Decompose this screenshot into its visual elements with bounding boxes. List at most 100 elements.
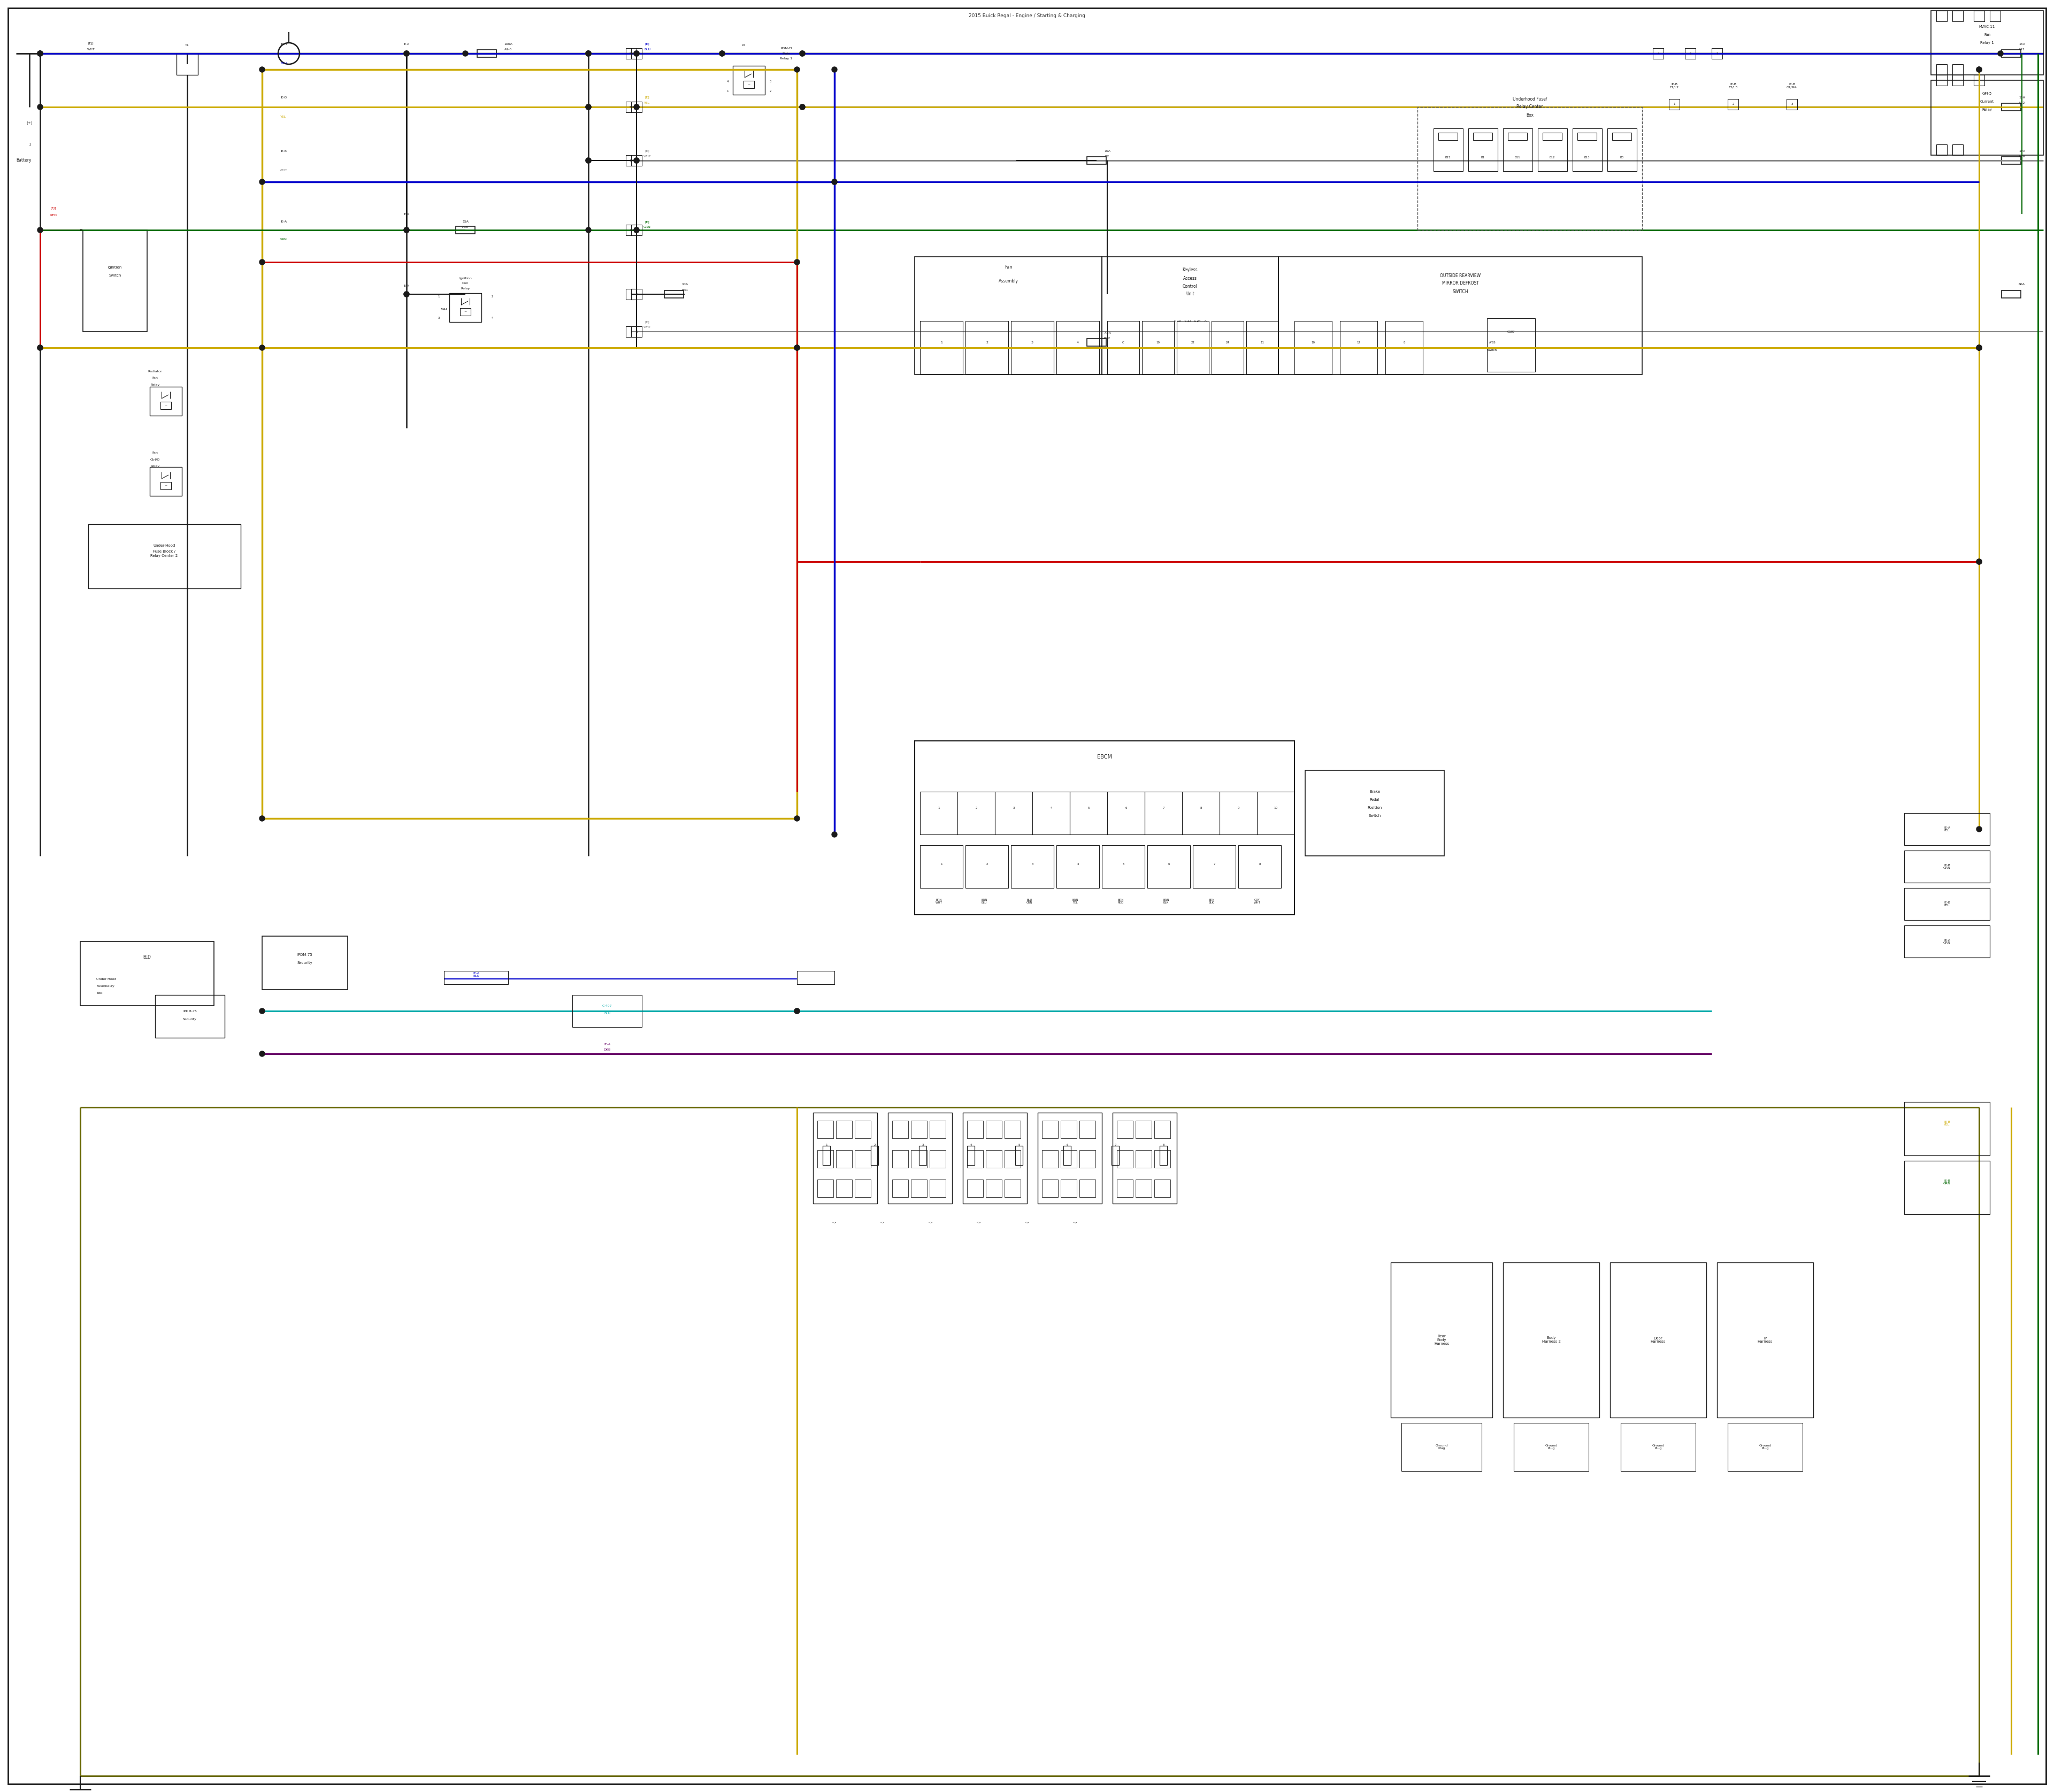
Bar <box>2001 156 2021 165</box>
Bar <box>1612 133 1631 140</box>
Text: Ground
Plug: Ground Plug <box>1436 1444 1448 1450</box>
Bar <box>930 1179 945 1197</box>
Text: Security: Security <box>298 961 312 964</box>
Text: Fan: Fan <box>1004 265 1013 271</box>
Text: GRY
WHT: GRY WHT <box>1253 898 1261 905</box>
Circle shape <box>259 1052 265 1057</box>
Text: GFI-5: GFI-5 <box>1982 91 1992 95</box>
Circle shape <box>635 228 639 233</box>
Text: B13: B13 <box>1584 156 1590 159</box>
Bar <box>1990 11 2001 22</box>
Text: G107: G107 <box>1508 330 1516 333</box>
Text: Fan: Fan <box>1984 34 1990 36</box>
Bar <box>1787 99 1797 109</box>
Bar <box>1473 133 1493 140</box>
Circle shape <box>635 228 639 233</box>
Bar <box>1247 321 1278 375</box>
Text: 15A: 15A <box>2019 97 2025 99</box>
Circle shape <box>405 292 409 297</box>
Text: B31: B31 <box>682 289 688 292</box>
Text: ELD: ELD <box>144 955 152 961</box>
Text: IE-A: IE-A <box>279 43 288 45</box>
Text: MIRROR DEFROST: MIRROR DEFROST <box>1442 281 1479 287</box>
Bar <box>1391 1262 1493 1417</box>
Bar <box>1113 1113 1177 1204</box>
Bar <box>817 1150 834 1168</box>
Circle shape <box>585 50 592 56</box>
Bar <box>1056 321 1099 375</box>
Text: IE-A
BLU: IE-A BLU <box>472 971 479 977</box>
Text: HVAC-11: HVAC-11 <box>1978 25 1994 29</box>
Circle shape <box>1976 66 1982 72</box>
Circle shape <box>832 66 838 72</box>
Text: Fan: Fan <box>152 376 158 380</box>
Bar <box>836 1179 852 1197</box>
Text: IE-A
YEL: IE-A YEL <box>1943 826 1949 831</box>
Bar <box>1727 99 1738 109</box>
Bar <box>824 1145 830 1165</box>
Text: [E]: [E] <box>645 220 649 224</box>
Bar <box>1434 129 1462 172</box>
Circle shape <box>635 50 639 56</box>
Bar <box>631 289 641 299</box>
Circle shape <box>795 260 799 265</box>
Text: WHT: WHT <box>279 168 288 172</box>
Text: Relay: Relay <box>150 464 160 468</box>
Circle shape <box>259 1009 265 1014</box>
Text: BRN
RED: BRN RED <box>1117 898 1124 905</box>
Text: -->: --> <box>832 1220 836 1224</box>
Text: Relay Center: Relay Center <box>1516 104 1543 109</box>
Text: BLU: BLU <box>645 48 651 50</box>
Bar <box>957 792 994 835</box>
Bar <box>918 1145 926 1165</box>
Text: GRN: GRN <box>643 226 651 229</box>
Bar <box>1004 1120 1021 1138</box>
Bar <box>1041 1179 1058 1197</box>
Bar <box>836 1120 852 1138</box>
Text: 3: 3 <box>1031 340 1033 344</box>
Bar <box>986 1150 1002 1168</box>
Bar <box>854 1120 871 1138</box>
Text: Keyless: Keyless <box>1183 267 1197 272</box>
Text: 1: 1 <box>941 340 943 344</box>
Circle shape <box>585 158 592 163</box>
Text: C-407: C-407 <box>602 1004 612 1007</box>
Bar <box>626 326 637 337</box>
Bar <box>1064 1145 1070 1165</box>
Text: 42: 42 <box>629 229 633 231</box>
Text: Fan: Fan <box>152 452 158 455</box>
Bar <box>1117 1150 1134 1168</box>
Text: B3: B3 <box>1621 156 1625 159</box>
Bar <box>1011 846 1054 889</box>
Bar <box>1610 1262 1707 1417</box>
Text: M44: M44 <box>440 308 448 310</box>
Bar <box>160 401 170 409</box>
Bar <box>631 102 641 113</box>
Bar <box>813 1113 877 1204</box>
Text: Ignition: Ignition <box>109 265 121 269</box>
Text: IE-B: IE-B <box>279 97 288 99</box>
Circle shape <box>799 104 805 109</box>
Text: YEL: YEL <box>645 102 651 104</box>
Circle shape <box>405 228 409 233</box>
Circle shape <box>719 50 725 56</box>
Circle shape <box>1976 826 1982 831</box>
Bar <box>1144 792 1183 835</box>
Bar <box>920 792 957 835</box>
Text: 60A: 60A <box>2019 283 2025 287</box>
Bar <box>1136 1120 1152 1138</box>
Text: 10A: 10A <box>2019 149 2025 152</box>
Text: Switch: Switch <box>1368 814 1380 817</box>
Text: [EJ]: [EJ] <box>88 43 94 45</box>
Text: A/SS: A/SS <box>1489 340 1495 344</box>
Circle shape <box>405 50 409 56</box>
Circle shape <box>37 50 43 56</box>
Text: IPDM-75: IPDM-75 <box>298 953 312 957</box>
Circle shape <box>259 260 265 265</box>
Bar <box>1538 129 1567 172</box>
Circle shape <box>795 346 799 351</box>
Circle shape <box>832 831 838 837</box>
Text: -->: --> <box>928 1220 933 1224</box>
Text: Relay 1: Relay 1 <box>1980 41 1994 45</box>
Text: 2: 2 <box>986 340 988 344</box>
